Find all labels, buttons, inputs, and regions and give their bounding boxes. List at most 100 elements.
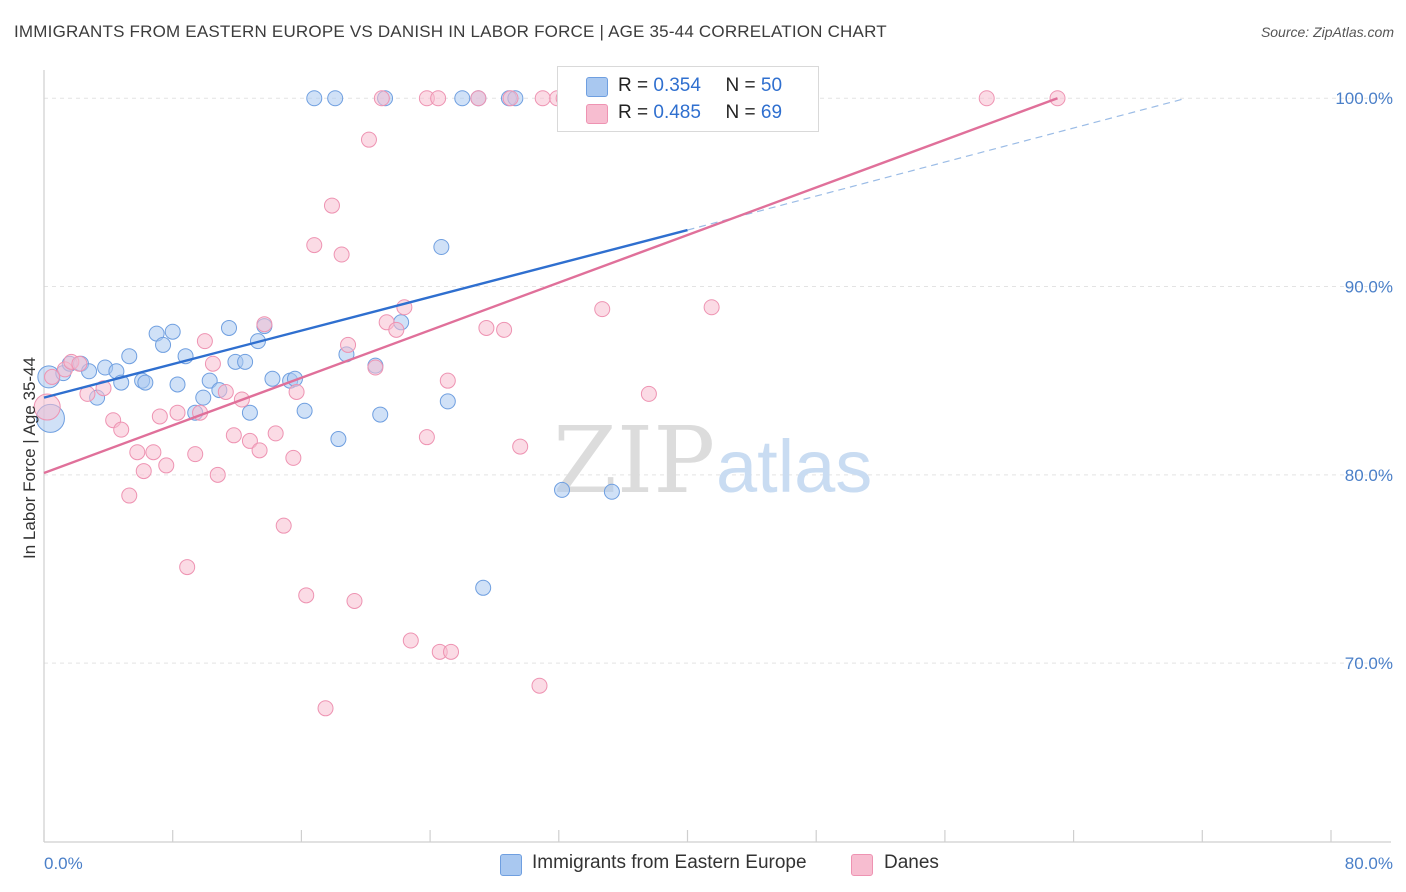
danes-point — [169, 404, 186, 421]
danes-point — [71, 355, 88, 372]
immigrants-point — [330, 431, 347, 448]
danes-point — [187, 446, 204, 463]
danes-point — [196, 333, 213, 350]
danes-point — [204, 355, 221, 372]
immigrants-point — [237, 353, 254, 370]
danes-point — [33, 393, 61, 421]
danes-point — [323, 197, 340, 214]
danes-point — [298, 587, 315, 604]
danes-point — [439, 372, 456, 389]
legend-swatch-pink — [586, 104, 608, 124]
x-tick-labels: 0.0% 80.0% — [44, 854, 1393, 873]
danes-point — [512, 438, 529, 455]
immigrants-point — [155, 336, 172, 353]
immigrants-point — [433, 238, 450, 255]
y-tick-label: 90.0% — [1345, 278, 1393, 297]
n-value-blue: 50 — [760, 75, 783, 96]
immigrants-point — [454, 90, 471, 107]
immigrants-point — [241, 404, 258, 421]
danes-point — [402, 632, 419, 649]
danes-point — [478, 319, 495, 336]
axes — [43, 70, 1391, 843]
danes-point — [113, 421, 130, 438]
bottom-legend-label-pink: Danes — [884, 852, 939, 873]
immigrants-point — [164, 323, 181, 340]
series-immigrants-points — [35, 90, 632, 596]
x-tick-label-min: 0.0% — [44, 854, 83, 873]
immigrants-point — [327, 90, 344, 107]
legend-row-pink: R = 0.485 N = 69 — [618, 102, 782, 124]
watermark: ZIP atlas — [553, 407, 872, 514]
immigrants-trend-extension — [687, 97, 1187, 231]
bottom-legend-swatch-blue — [500, 854, 522, 876]
danes-point — [209, 466, 226, 483]
danes-point — [251, 442, 268, 459]
immigrants-point — [372, 406, 389, 423]
immigrants-point — [306, 90, 323, 107]
danes-point — [360, 131, 377, 148]
danes-point — [275, 517, 292, 534]
danes-point — [443, 643, 460, 660]
danes-point — [217, 383, 234, 400]
danes-point — [418, 429, 435, 446]
danes-point — [373, 90, 390, 107]
r-value-pink: 0.485 — [653, 102, 701, 123]
danes-point — [121, 487, 138, 504]
immigrants-point — [195, 389, 212, 406]
bottom-legend-label-blue: Immigrants from Eastern Europe — [532, 852, 807, 873]
danes-point — [306, 237, 323, 254]
danes-point — [534, 90, 551, 107]
danes-point — [594, 301, 611, 318]
immigrants-point — [264, 370, 281, 387]
y-tick-labels: 70.0% 80.0% 90.0% 100.0% — [1335, 89, 1393, 673]
watermark-zip: ZIP — [553, 407, 715, 514]
danes-point — [179, 559, 196, 576]
danes-point — [95, 380, 112, 397]
danes-point — [978, 90, 995, 107]
danes-point — [496, 321, 513, 338]
r-label: R = — [618, 102, 649, 123]
danes-point — [531, 677, 548, 694]
danes-point — [135, 463, 152, 480]
n-value-pink: 69 — [760, 102, 783, 123]
danes-point — [129, 444, 146, 461]
danes-point — [256, 316, 273, 333]
immigrants-point — [169, 376, 186, 393]
immigrants-trend-line — [43, 228, 688, 399]
immigrants-point — [439, 393, 456, 410]
correlation-legend: R = 0.354 N = 50 R = 0.485 N = 69 — [557, 66, 819, 132]
danes-point — [317, 700, 334, 717]
source-credit: Source: ZipAtlas.com — [1260, 24, 1394, 40]
immigrants-point — [554, 481, 571, 498]
danes-point — [388, 321, 405, 338]
immigrants-point — [296, 402, 313, 419]
r-value-blue: 0.354 — [653, 75, 701, 96]
y-tick-label: 80.0% — [1345, 466, 1393, 485]
danes-point — [640, 385, 657, 402]
danes-point — [288, 383, 305, 400]
immigrants-point — [221, 319, 238, 336]
danes-point — [145, 444, 162, 461]
danes-point — [285, 449, 302, 466]
trend-lines — [43, 97, 1187, 475]
danes-point — [151, 408, 168, 425]
danes-point — [267, 425, 284, 442]
danes-point — [158, 457, 175, 474]
danes-point — [241, 432, 258, 449]
danes-point — [340, 336, 357, 353]
legend-row-blue: R = 0.354 N = 50 — [618, 75, 782, 97]
immigrants-point — [475, 579, 492, 596]
danes-point — [333, 246, 350, 263]
bottom-legend-swatch-pink — [851, 854, 873, 876]
y-tick-label: 100.0% — [1335, 89, 1393, 108]
x-tick-label-max: 80.0% — [1345, 854, 1393, 873]
danes-point — [470, 90, 487, 107]
n-label: N = — [725, 75, 756, 96]
danes-point — [367, 359, 384, 376]
danes-point — [703, 299, 720, 316]
immigrants-point — [603, 483, 620, 500]
grid-lines — [44, 97, 1391, 664]
danes-point — [346, 592, 363, 609]
chart-title: IMMIGRANTS FROM EASTERN EUROPE VS DANISH… — [14, 22, 887, 41]
